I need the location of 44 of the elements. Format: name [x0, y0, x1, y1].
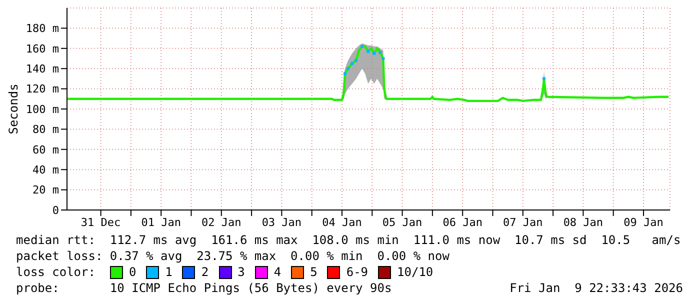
y-tick-label: 60 m	[32, 143, 60, 156]
y-tick-label: 160 m	[26, 42, 60, 56]
text: packet loss: 0.37 % avg 23.75 % max 0.00 % min 0.00 % now	[16, 248, 450, 264]
point	[542, 77, 546, 80]
x-tick-label: 04 Jan	[322, 216, 362, 229]
legend-label: 4	[274, 264, 282, 280]
x-tick-label: 08 Jan	[563, 216, 604, 229]
x-tick-label: 09 Jan	[624, 216, 664, 229]
x-tick-label: 01 Jan	[141, 216, 181, 229]
y-tick-label: 40 m	[32, 164, 60, 177]
legend-label: 1	[165, 264, 172, 280]
y-tick-label: 140 m	[26, 62, 60, 76]
point	[366, 50, 370, 53]
y-tick-label: 0	[52, 204, 59, 217]
legend-label: 6-9	[346, 264, 368, 280]
point	[344, 72, 347, 76]
point	[372, 52, 376, 55]
y-tick-label: 120 m	[26, 82, 60, 96]
x-tick-label: 31 Dec	[80, 216, 121, 229]
y-tick-label: 20 m	[32, 184, 60, 197]
text: median rtt: 112.7 ms avg 161.6 ms max 108.0 ms min 111.0 ms now 10.7 ms sd 10.5 am/s	[16, 232, 682, 248]
text: probe: 10 ICMP Echo Pings (56 Bytes) every 90s	[16, 280, 392, 296]
x-tick-label: 05 Jan	[382, 216, 422, 229]
y-axis-title: Seconds	[6, 84, 20, 134]
legend-label: 3	[238, 264, 245, 280]
text: Fri Jan 9 22:33:43 2026	[510, 280, 683, 296]
point	[350, 62, 354, 66]
legend-label: 10/10	[397, 264, 434, 280]
x-tick-label: 02 Jan	[202, 216, 242, 229]
y-tick-label: 180 m	[26, 22, 60, 36]
legend-title: loss color:	[16, 264, 96, 280]
x-tick-label: 03 Jan	[262, 216, 302, 229]
point	[346, 67, 350, 70]
legend-label: 2	[201, 264, 209, 280]
point	[360, 44, 364, 48]
y-tick-label: 100 m	[26, 102, 60, 116]
point	[354, 59, 358, 62]
legend-label: 5	[310, 264, 318, 280]
legend-label: 0	[128, 264, 136, 280]
y-tick-label: 80 m	[32, 123, 60, 136]
point	[382, 57, 385, 60]
x-tick-label: 07 Jan	[503, 216, 543, 229]
x-tick-label: 06 Jan	[442, 216, 482, 229]
point	[378, 50, 382, 54]
